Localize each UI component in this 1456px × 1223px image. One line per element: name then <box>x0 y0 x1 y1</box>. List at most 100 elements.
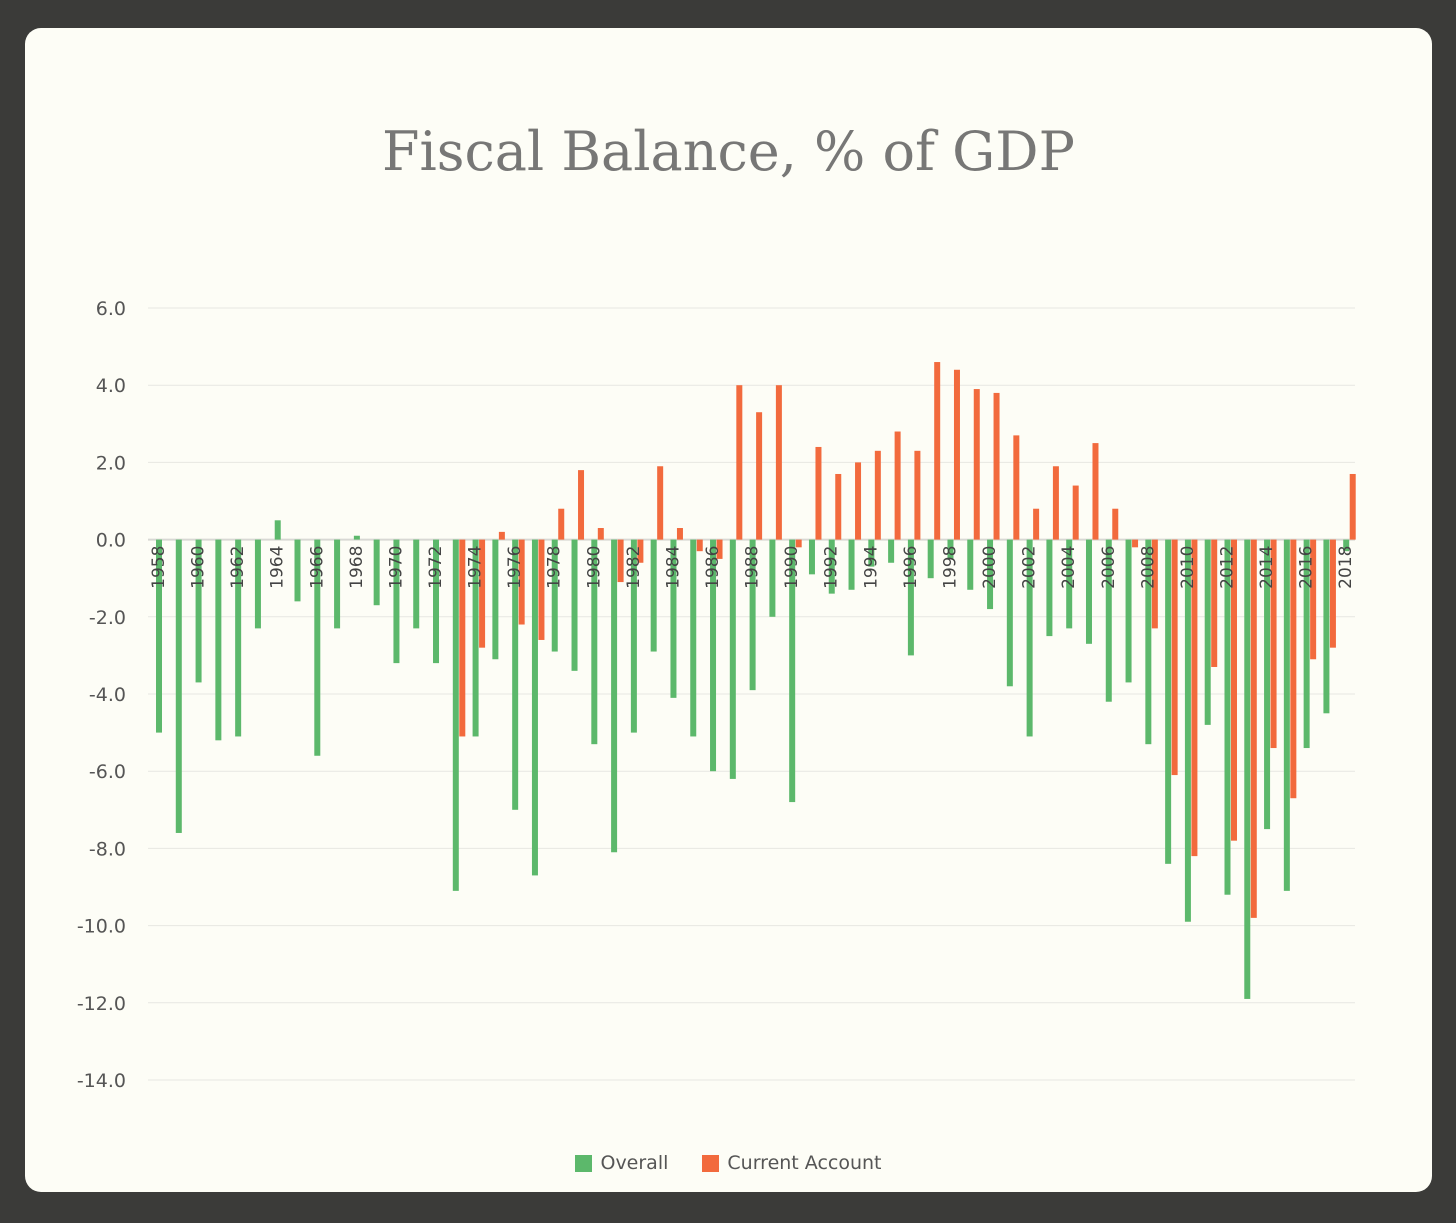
y-tick-label: -14.0 <box>77 1070 126 1092</box>
bar-overall-1966 <box>314 539 321 756</box>
bar-overall-1960 <box>195 539 202 683</box>
bar-current-account-2013 <box>1250 539 1257 918</box>
x-tick-label: 1974 <box>466 546 486 589</box>
bar-current-account-1989 <box>775 385 782 540</box>
y-tick-label: 2.0 <box>96 452 126 474</box>
bar-overall-1998 <box>947 539 954 559</box>
bar-current-account-1982 <box>637 539 644 563</box>
x-tick-label: 1982 <box>624 546 644 589</box>
bar-current-account-2001 <box>1013 435 1020 540</box>
x-tick-label: 1984 <box>663 546 683 589</box>
x-tick-label: 1998 <box>940 546 960 589</box>
x-tick-label: 1986 <box>703 546 723 589</box>
bar-current-account-2003 <box>1052 466 1059 540</box>
bar-overall-2015 <box>1283 539 1290 891</box>
x-tick-label: 1964 <box>268 546 288 589</box>
bar-overall-2002 <box>1026 539 1033 737</box>
bar-overall-2000 <box>987 539 994 610</box>
bar-overall-1999 <box>967 539 974 590</box>
x-tick-label: 1966 <box>307 546 327 589</box>
bar-current-account-1979 <box>578 470 585 540</box>
bar-current-account-1991 <box>815 446 822 540</box>
bar-current-account-1997 <box>934 362 941 540</box>
bar-current-account-2004 <box>1072 485 1079 540</box>
x-tick-label: 1972 <box>426 546 446 589</box>
bar-overall-1959 <box>175 539 182 833</box>
x-tick-label: 2004 <box>1059 546 1079 589</box>
bar-overall-2013 <box>1244 539 1251 999</box>
bar-overall-1974 <box>472 539 479 737</box>
bar-current-account-1995 <box>894 431 901 540</box>
legend-label-overall: Overall <box>600 1152 669 1174</box>
bar-overall-1962 <box>235 539 242 737</box>
bar-overall-1972 <box>433 539 440 664</box>
bar-current-account-1984 <box>676 528 683 540</box>
bar-overall-1983 <box>650 539 657 652</box>
bar-current-account-1994 <box>874 450 881 540</box>
bar-overall-2012 <box>1224 539 1231 895</box>
bar-current-account-2009 <box>1171 539 1178 776</box>
x-tick-label: 2002 <box>1020 546 1040 589</box>
x-tick-label: 2018 <box>1336 546 1356 589</box>
bar-current-account-1975 <box>498 531 505 540</box>
bar-overall-1973 <box>452 539 459 891</box>
legend-item-overall[interactable]: Overall <box>575 1152 668 1174</box>
bar-overall-1991 <box>808 539 815 575</box>
bar-overall-1996 <box>907 539 914 656</box>
bar-overall-1981 <box>611 539 618 853</box>
bar-current-account-1977 <box>538 539 545 640</box>
x-tick-label: 2012 <box>1217 546 1237 589</box>
bar-overall-2011 <box>1204 539 1211 725</box>
y-tick-label: -12.0 <box>77 993 126 1015</box>
bar-overall-1979 <box>571 539 578 671</box>
bar-overall-2018 <box>1343 539 1350 552</box>
bar-overall-1987 <box>729 539 736 779</box>
bar-overall-1961 <box>215 539 222 741</box>
bar-current-account-1974 <box>479 539 486 648</box>
bar-current-account-1986 <box>716 539 723 559</box>
x-tick-label: 2008 <box>1138 546 1158 589</box>
bar-current-account-1978 <box>558 508 565 540</box>
legend-label-current-account: Current Account <box>727 1152 882 1174</box>
x-tick-label: 2010 <box>1178 546 1198 589</box>
bar-current-account-1990 <box>795 539 802 548</box>
bar-current-account-2016 <box>1310 539 1317 660</box>
bar-overall-1964 <box>274 520 281 540</box>
bar-overall-1967 <box>334 539 341 629</box>
x-tick-label: 1962 <box>228 546 248 589</box>
bar-current-account-2002 <box>1033 508 1040 540</box>
bar-overall-1978 <box>551 539 558 652</box>
bar-overall-1993 <box>848 539 855 590</box>
bar-overall-1968 <box>353 535 360 540</box>
x-tick-label: 1968 <box>347 546 367 589</box>
bar-overall-1958 <box>156 539 162 733</box>
bar-overall-2007 <box>1125 539 1132 683</box>
y-tick-label: -4.0 <box>89 684 126 706</box>
legend-swatch-overall <box>575 1154 593 1172</box>
x-tick-label: 1960 <box>189 546 209 589</box>
bar-current-account-2012 <box>1230 539 1237 841</box>
bar-overall-1977 <box>531 539 538 876</box>
bar-current-account-1973 <box>459 539 466 737</box>
x-tick-label: 2016 <box>1297 546 1317 589</box>
bar-overall-1969 <box>373 539 380 606</box>
bar-current-account-1998 <box>953 369 960 540</box>
bar-current-account-1985 <box>696 539 703 552</box>
bar-overall-2009 <box>1165 539 1172 864</box>
bar-overall-1986 <box>710 539 717 772</box>
bar-current-account-2011 <box>1211 539 1218 667</box>
x-tick-label: 1980 <box>584 546 604 589</box>
bar-overall-1995 <box>888 539 895 563</box>
y-tick-label: -6.0 <box>89 761 126 783</box>
x-tick-label: 2006 <box>1099 546 1119 589</box>
x-tick-label: 1992 <box>822 546 842 589</box>
x-tick-label: 1988 <box>743 546 763 589</box>
bar-current-account-2008 <box>1151 539 1158 629</box>
bar-overall-2004 <box>1066 539 1073 629</box>
legend-item-current-account[interactable]: Current Account <box>702 1152 882 1174</box>
bar-current-account-1980 <box>597 528 604 540</box>
bar-overall-2010 <box>1184 539 1191 922</box>
bar-overall-1990 <box>789 539 796 803</box>
chart-card: Fiscal Balance, % of GDP 6.0 4.0 2.0 0.0 -2.… <box>25 28 1432 1192</box>
x-tick-label: 1976 <box>505 546 525 589</box>
